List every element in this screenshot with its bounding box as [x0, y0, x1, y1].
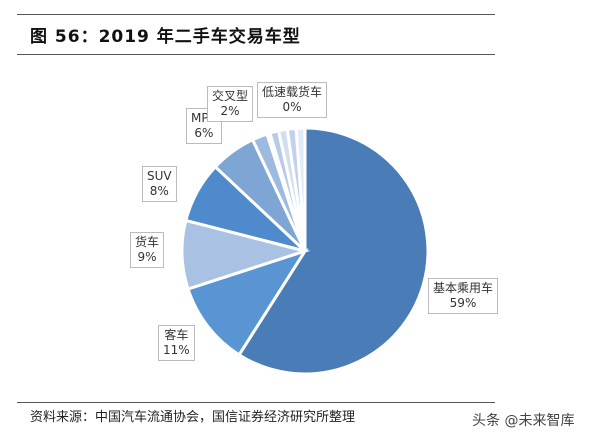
label-name: 货车 [135, 235, 160, 249]
title-rule [17, 54, 495, 55]
label-value: 11% [163, 343, 190, 357]
pie-slice-基本乘用车 [237, 126, 430, 376]
source-note: 资料来源：中国汽车流通协会，国信证券经济研究所整理 [30, 410, 356, 425]
label-name: 低速载货车 [262, 85, 323, 99]
top-rule [17, 14, 495, 15]
label-value: 2% [220, 104, 240, 118]
label-truck: 货车 9% [130, 232, 165, 268]
label-name: 基本乘用车 [433, 281, 494, 295]
label-name: 客车 [164, 328, 189, 342]
label-suv: SUV 8% [142, 166, 177, 202]
label-crossover: 交叉型 2% [207, 86, 254, 122]
label-basic-passenger: 基本乘用车 59% [428, 278, 499, 314]
label-value: 8% [149, 184, 169, 198]
label-value: 59% [449, 296, 477, 310]
watermark: 头条 @未来智库 [472, 413, 575, 429]
label-low-speed-truck: 低速载货车 0% [257, 82, 328, 118]
footer-rule [17, 402, 495, 403]
figure-title: 图 56：2019 年二手车交易车型 [30, 27, 301, 47]
label-bus: 客车 11% [158, 325, 195, 361]
pie-slice-客车 [186, 248, 309, 357]
label-value: 6% [194, 126, 214, 140]
label-name: SUV [147, 169, 172, 183]
label-value: 9% [137, 250, 157, 264]
label-name: 交叉型 [212, 89, 249, 103]
pie-slice-unlabeled [294, 126, 307, 252]
label-value: 0% [282, 100, 302, 114]
